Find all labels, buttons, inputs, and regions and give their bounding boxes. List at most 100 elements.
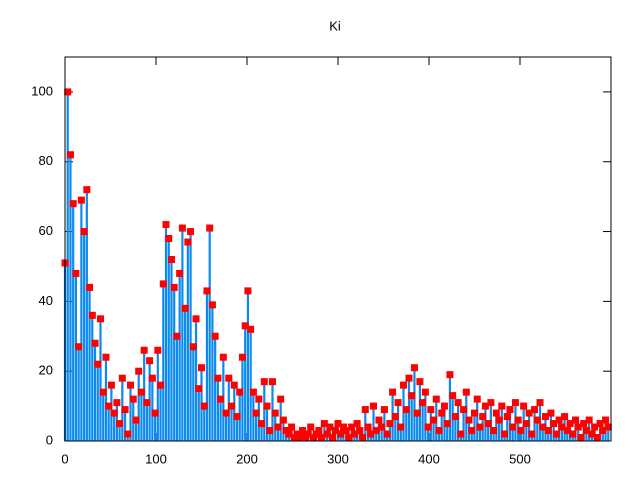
point-marker	[157, 381, 165, 389]
point-marker	[541, 413, 549, 421]
point-marker	[536, 399, 544, 407]
point-marker	[69, 200, 77, 208]
y-tick-label: 80	[39, 153, 53, 168]
point-marker	[484, 420, 492, 428]
point-marker	[468, 427, 476, 435]
point-marker	[64, 88, 72, 96]
point-marker	[72, 269, 80, 277]
point-marker	[383, 430, 391, 438]
point-marker	[378, 423, 386, 431]
point-marker	[558, 423, 566, 431]
point-marker	[189, 343, 197, 351]
point-marker	[438, 409, 446, 417]
point-marker	[424, 423, 432, 431]
point-marker	[187, 228, 195, 236]
point-marker	[501, 430, 509, 438]
point-marker	[137, 388, 145, 396]
point-marker	[159, 280, 167, 288]
point-marker	[430, 416, 438, 424]
point-marker	[408, 392, 416, 400]
point-marker	[345, 434, 353, 442]
x-tick-label: 200	[236, 451, 258, 466]
point-marker	[580, 420, 588, 428]
point-marker	[479, 413, 487, 421]
point-marker	[367, 430, 375, 438]
point-marker	[116, 420, 124, 428]
point-marker	[148, 374, 156, 382]
point-marker	[206, 224, 214, 232]
point-marker	[372, 427, 380, 435]
point-marker	[258, 420, 266, 428]
point-marker	[582, 427, 590, 435]
point-marker	[99, 388, 107, 396]
point-marker	[121, 406, 129, 414]
point-marker	[596, 420, 604, 428]
point-marker	[364, 423, 372, 431]
point-marker	[547, 409, 555, 417]
point-marker	[369, 402, 377, 410]
point-marker	[195, 385, 203, 393]
point-marker	[462, 388, 470, 396]
point-marker	[225, 374, 233, 382]
point-marker	[413, 409, 421, 417]
point-marker	[533, 416, 541, 424]
point-marker	[435, 427, 443, 435]
point-marker	[342, 427, 350, 435]
point-marker	[522, 420, 530, 428]
point-marker	[255, 395, 263, 403]
point-marker	[132, 416, 140, 424]
point-marker	[490, 427, 498, 435]
point-marker	[268, 378, 276, 386]
point-marker	[563, 427, 571, 435]
point-marker	[593, 434, 601, 442]
point-marker	[176, 269, 184, 277]
point-marker	[200, 402, 208, 410]
point-marker	[214, 374, 222, 382]
point-marker	[307, 423, 315, 431]
point-marker	[531, 406, 539, 414]
point-marker	[304, 430, 312, 438]
x-tick-label: 500	[509, 451, 531, 466]
point-marker	[602, 416, 610, 424]
point-marker	[249, 388, 257, 396]
point-marker	[217, 395, 225, 403]
point-marker	[432, 395, 440, 403]
point-marker	[228, 402, 236, 410]
point-marker	[539, 423, 547, 431]
point-marker	[329, 434, 337, 442]
point-marker	[465, 416, 473, 424]
point-marker	[118, 374, 126, 382]
point-marker	[481, 402, 489, 410]
point-marker	[449, 392, 457, 400]
point-marker	[440, 402, 448, 410]
point-marker	[178, 224, 186, 232]
point-marker	[509, 423, 517, 431]
point-marker	[574, 423, 582, 431]
point-marker	[170, 283, 178, 291]
point-marker	[427, 406, 435, 414]
point-marker	[192, 315, 200, 323]
point-marker	[386, 420, 394, 428]
point-marker	[487, 399, 495, 407]
point-marker	[107, 381, 115, 389]
point-marker	[550, 420, 558, 428]
point-marker	[353, 420, 361, 428]
point-marker	[252, 409, 260, 417]
point-marker	[165, 235, 173, 243]
point-marker	[528, 430, 536, 438]
point-marker	[110, 409, 118, 417]
point-marker	[443, 420, 451, 428]
point-marker	[514, 416, 522, 424]
point-marker	[315, 427, 323, 435]
point-marker	[105, 402, 113, 410]
point-marker	[279, 416, 287, 424]
point-marker	[296, 434, 304, 442]
point-marker	[211, 332, 219, 340]
point-marker	[400, 381, 408, 389]
point-marker	[380, 406, 388, 414]
point-marker	[361, 406, 369, 414]
point-marker	[274, 423, 282, 431]
point-marker	[124, 430, 132, 438]
point-marker	[503, 413, 511, 421]
